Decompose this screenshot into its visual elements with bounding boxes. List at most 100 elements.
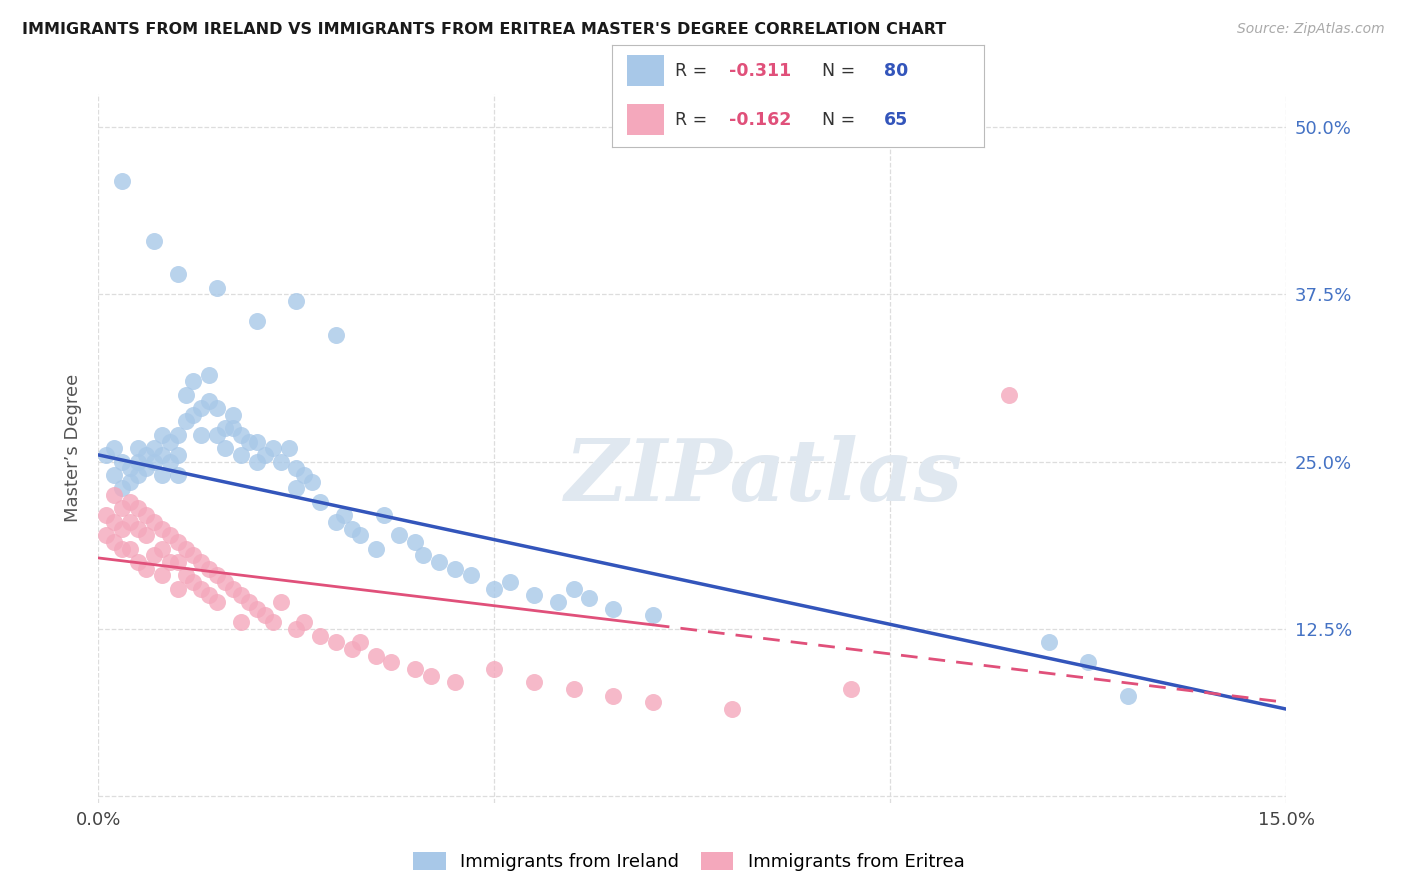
Bar [627, 104, 664, 135]
Point [142, 455, 165, 469]
Point [229, 589, 252, 603]
Point [214, 421, 236, 435]
Point [111, 482, 134, 496]
Point [214, 575, 236, 590]
Point [103, 488, 125, 502]
Point [120, 461, 142, 475]
Text: 65: 65 [883, 111, 908, 129]
Point [1116, 689, 1139, 703]
Text: -0.162: -0.162 [728, 111, 792, 129]
Point [127, 501, 149, 516]
Point [150, 428, 173, 442]
Point [420, 669, 443, 683]
Point [183, 408, 205, 422]
Point [120, 475, 142, 489]
Point [388, 528, 411, 542]
Point [253, 608, 276, 623]
Point [373, 508, 395, 523]
Point [111, 455, 134, 469]
Point [174, 568, 197, 582]
Point [150, 448, 173, 462]
Text: ZIPatlas: ZIPatlas [565, 434, 963, 518]
Point [246, 602, 269, 616]
Point [460, 568, 482, 582]
Point [174, 415, 197, 429]
Point [166, 448, 188, 462]
Point [277, 442, 299, 456]
Point [111, 541, 134, 556]
Point [103, 468, 125, 483]
Point [404, 535, 426, 549]
Point [998, 388, 1021, 402]
Point [198, 589, 221, 603]
Text: N =: N = [823, 111, 860, 129]
Point [166, 582, 188, 596]
Point [562, 682, 585, 697]
Point [270, 595, 292, 609]
Point [222, 582, 245, 596]
Point [253, 448, 276, 462]
Point [214, 442, 236, 456]
Point [270, 455, 292, 469]
Point [159, 528, 181, 542]
Point [309, 495, 332, 509]
Point [340, 522, 363, 536]
Point [166, 268, 188, 282]
Point [190, 428, 212, 442]
Point [207, 568, 229, 582]
Point [159, 555, 181, 569]
Point [238, 434, 260, 449]
Point [174, 541, 197, 556]
Point [499, 575, 522, 590]
Point [444, 562, 467, 576]
Point [120, 495, 142, 509]
Point [127, 442, 149, 456]
Point [142, 442, 165, 456]
Point [190, 555, 212, 569]
Point [103, 515, 125, 529]
Point [340, 642, 363, 657]
Text: 80: 80 [883, 62, 908, 79]
Point [166, 535, 188, 549]
Point [150, 522, 173, 536]
Point [285, 294, 308, 309]
Point [127, 522, 149, 536]
Point [602, 689, 624, 703]
Point [207, 595, 229, 609]
Text: R =: R = [675, 111, 713, 129]
Point [523, 589, 546, 603]
Point [285, 461, 308, 475]
Point [721, 702, 744, 716]
Point [135, 461, 157, 475]
Point [839, 682, 862, 697]
Point [207, 428, 229, 442]
Point [135, 448, 157, 462]
Point [325, 635, 347, 649]
Point [349, 635, 371, 649]
Point [198, 368, 221, 382]
Point [641, 696, 664, 710]
Point [166, 428, 188, 442]
Point [174, 388, 197, 402]
Point [285, 622, 308, 636]
Point [120, 515, 142, 529]
Point [602, 602, 624, 616]
Point [229, 448, 252, 462]
Point [238, 595, 260, 609]
Point [349, 528, 371, 542]
Point [641, 608, 664, 623]
Point [103, 442, 125, 456]
Point [166, 468, 188, 483]
Point [246, 434, 269, 449]
Point [207, 401, 229, 416]
Text: N =: N = [823, 62, 860, 79]
Point [96, 528, 118, 542]
Point [444, 675, 467, 690]
Point [135, 562, 157, 576]
Point [222, 408, 245, 422]
Point [333, 508, 356, 523]
Point [183, 375, 205, 389]
Point [207, 281, 229, 295]
Text: IMMIGRANTS FROM IRELAND VS IMMIGRANTS FROM ERITREA MASTER'S DEGREE CORRELATION C: IMMIGRANTS FROM IRELAND VS IMMIGRANTS FR… [22, 22, 946, 37]
Point [142, 515, 165, 529]
